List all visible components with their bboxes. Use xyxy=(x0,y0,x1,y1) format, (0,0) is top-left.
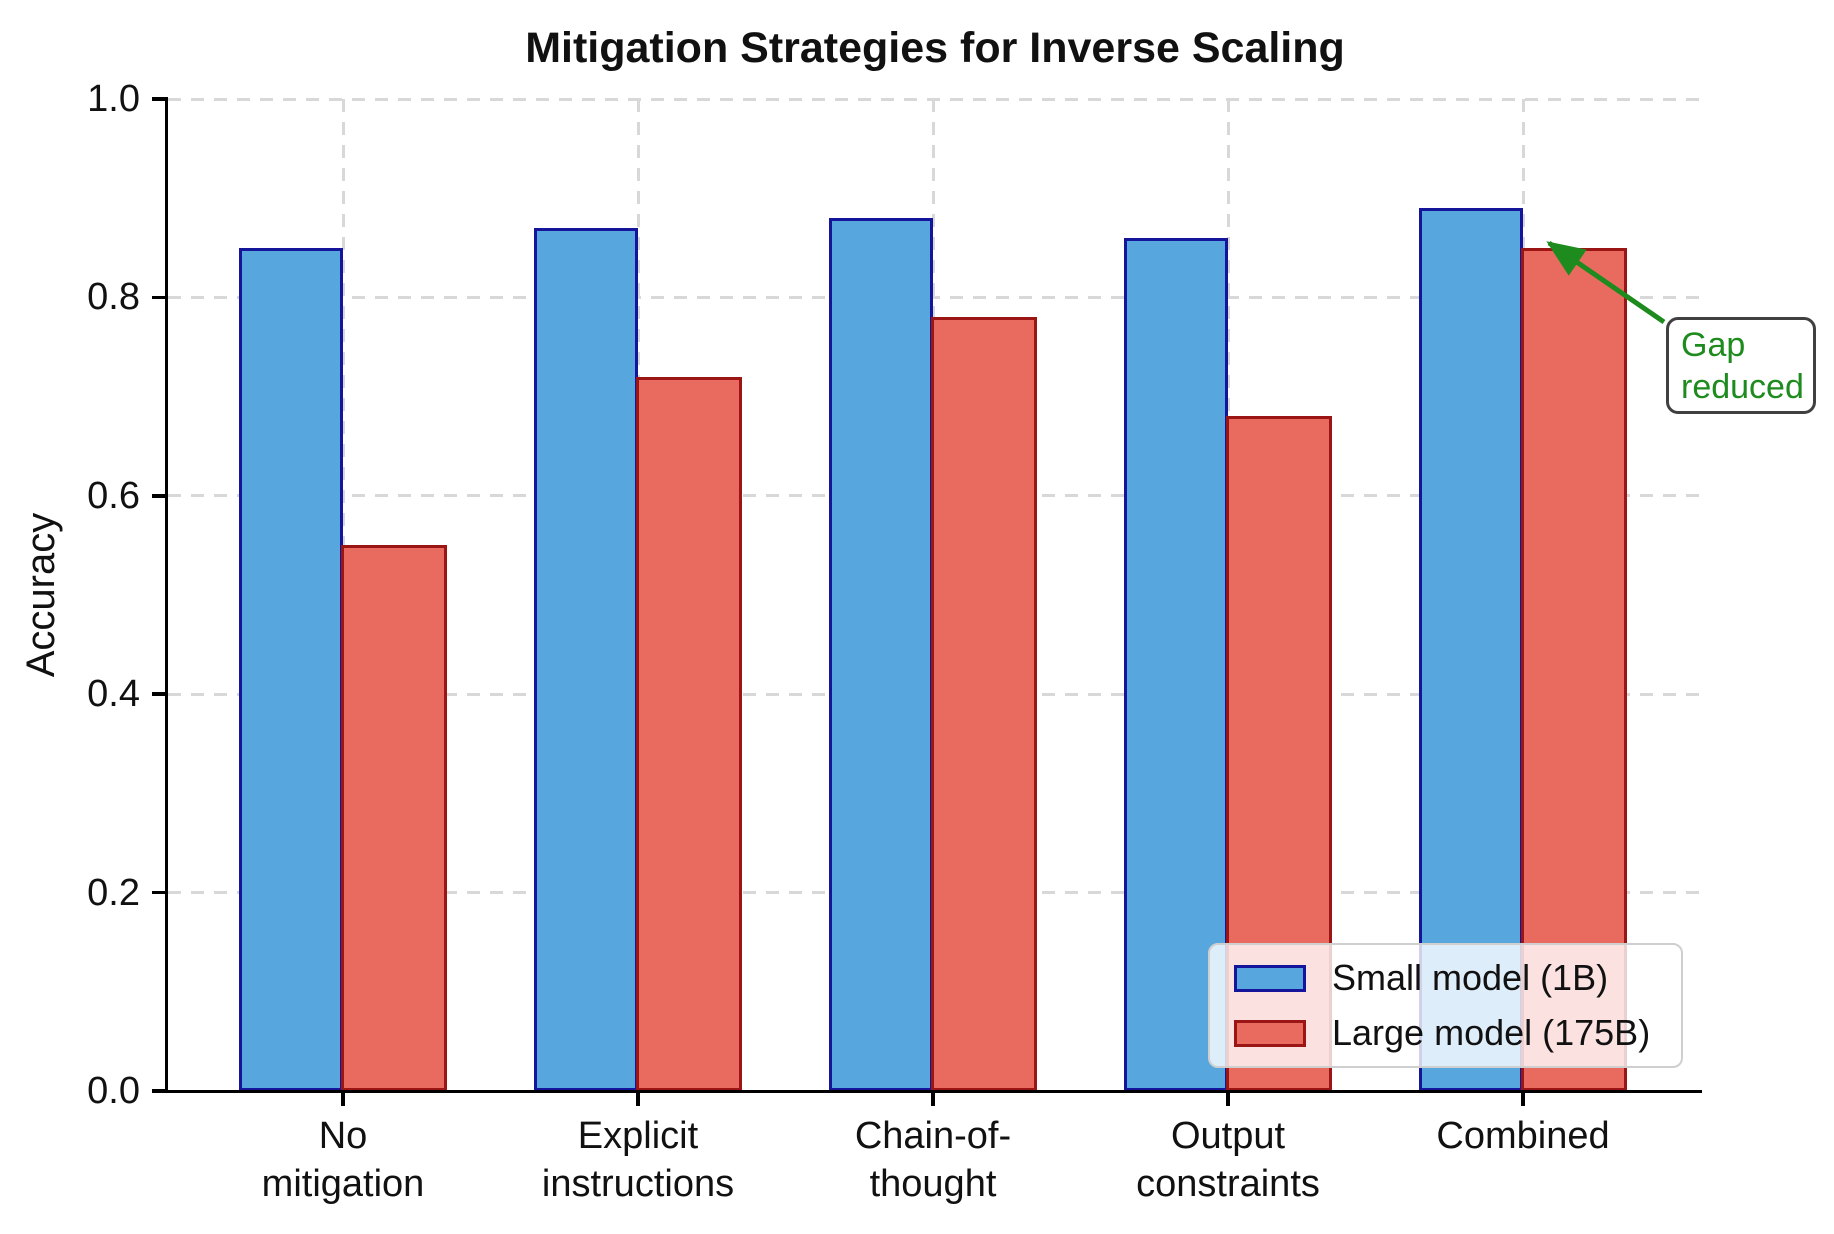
x-tick-mark xyxy=(341,1092,345,1106)
x-tick-label: Explicit instructions xyxy=(541,1115,735,1205)
y-tick-label: 1.0 xyxy=(87,78,140,120)
x-tick-label: Chain-of- thought xyxy=(854,1115,1012,1205)
y-tick-label: 0.6 xyxy=(87,474,140,517)
gridline-horizontal xyxy=(168,97,1702,101)
y-axis-label-text: Accuracy xyxy=(19,512,63,678)
y-axis-label: Accuracy xyxy=(18,500,64,690)
y-tick-mark xyxy=(151,692,165,696)
x-tick-label: Output constraints xyxy=(1136,1115,1320,1205)
annotation-box: Gap reduced xyxy=(1666,317,1816,414)
y-tick-mark xyxy=(151,295,165,300)
legend-swatch xyxy=(1234,964,1306,992)
y-axis-spine xyxy=(164,97,168,1093)
bar-small-model xyxy=(239,247,343,1091)
bar-small-model xyxy=(829,218,933,1091)
bar-small-model xyxy=(534,227,638,1091)
x-axis-spine xyxy=(164,1089,1702,1093)
bar-large-model xyxy=(931,317,1037,1091)
legend-swatch xyxy=(1234,1019,1306,1047)
annotation-text-line1: Gap xyxy=(1681,326,1746,364)
y-tick-mark xyxy=(151,890,165,895)
chart-title: Mitigation Strategies for Inverse Scalin… xyxy=(525,24,1345,72)
gridline-horizontal xyxy=(168,295,1702,299)
x-tick-mark xyxy=(636,1092,640,1106)
x-tick-label: Combined xyxy=(1436,1115,1610,1157)
x-tick-mark xyxy=(1521,1092,1525,1106)
y-tick-label: 0.4 xyxy=(87,673,140,716)
legend: Small model (1B) Large model (175B) xyxy=(1208,943,1683,1068)
x-tick-label: No mitigation xyxy=(261,1115,425,1205)
legend-entry: Small model (1B) xyxy=(1234,957,1681,999)
y-tick-mark xyxy=(151,1089,165,1093)
legend-entry: Large model (175B) xyxy=(1234,1012,1681,1054)
y-tick-mark xyxy=(151,494,165,498)
annotation-text-line2: reduced xyxy=(1681,368,1804,406)
y-tick-label: 0.2 xyxy=(87,871,140,914)
bar-large-model xyxy=(636,376,742,1091)
legend-label: Large model (175B) xyxy=(1332,1012,1651,1053)
y-tick-label: 0.0 xyxy=(87,1070,140,1112)
y-tick-mark xyxy=(151,97,165,101)
legend-label: Small model (1B) xyxy=(1332,957,1609,998)
bar-large-model xyxy=(341,545,447,1091)
y-tick-label: 0.8 xyxy=(87,276,140,319)
x-tick-mark xyxy=(1226,1092,1230,1106)
x-tick-mark xyxy=(931,1092,935,1106)
